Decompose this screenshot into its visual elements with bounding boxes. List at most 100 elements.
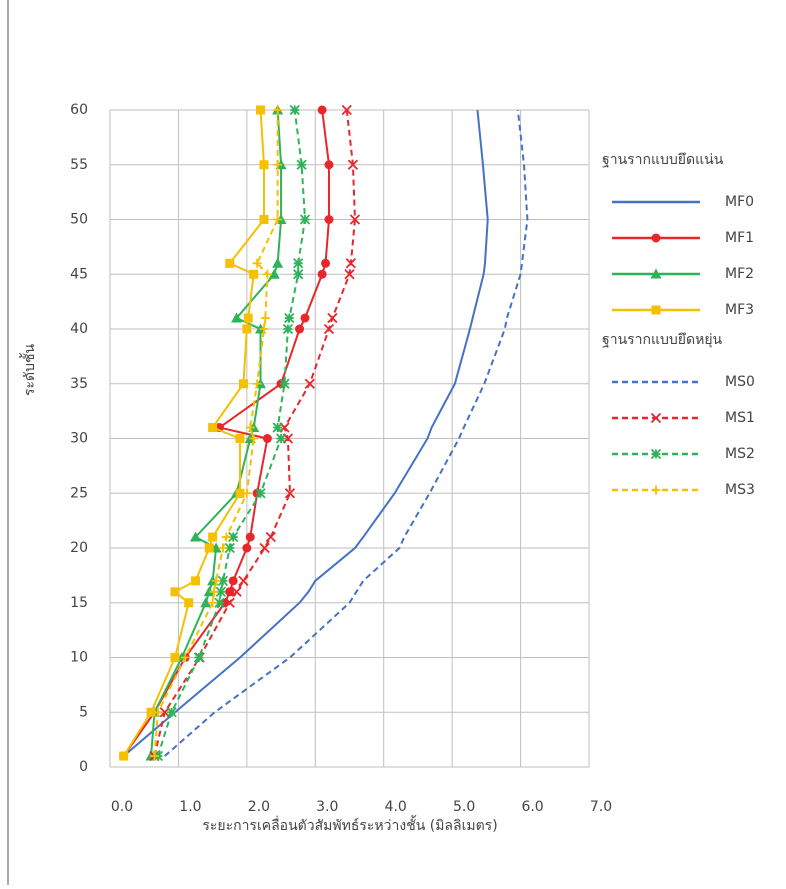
legend-label: MF0 (725, 194, 754, 210)
x-axis-label: ระยะการเคลื่อนตัวสัมพัทธ์ระหว่างชั้น (มิ… (202, 815, 497, 834)
marker (235, 488, 245, 498)
marker (256, 105, 266, 115)
y-tick-label: 50 (70, 212, 88, 228)
marker (324, 160, 334, 170)
marker (293, 269, 304, 280)
legend-label: MS1 (725, 410, 755, 426)
marker (214, 597, 225, 608)
marker (238, 575, 249, 586)
y-tick-label: 30 (70, 431, 88, 447)
marker (245, 423, 255, 433)
marker (218, 543, 228, 553)
marker (228, 531, 239, 543)
legend-label: MF1 (725, 230, 754, 246)
legend-title: ฐานรากแบบยึดแน่น (602, 152, 724, 168)
y-tick-label: 45 (70, 266, 88, 282)
marker (225, 587, 235, 597)
marker (300, 313, 310, 323)
marker (344, 269, 355, 280)
y-tick-label: 25 (70, 485, 88, 501)
marker (228, 576, 238, 586)
legend-label: MF2 (725, 266, 754, 282)
marker (284, 312, 295, 324)
legend-label: MF3 (725, 302, 754, 318)
marker (193, 652, 205, 663)
marker (238, 379, 248, 389)
marker (347, 159, 359, 170)
y-tick-label: 40 (70, 321, 88, 337)
marker (242, 324, 252, 334)
x-tick-label: 2.0 (248, 799, 270, 815)
marker (190, 531, 202, 542)
x-tick-label: 5.0 (453, 799, 475, 815)
y-tick-label: 10 (70, 650, 88, 666)
marker (265, 531, 276, 543)
marker (259, 542, 270, 554)
y-tick-label: 20 (70, 540, 88, 556)
y-tick-label: 15 (70, 595, 88, 611)
marker (299, 214, 311, 225)
y-tick-label: 5 (79, 704, 88, 720)
marker (200, 597, 212, 608)
marker (293, 258, 304, 269)
marker (252, 258, 262, 268)
marker (650, 412, 662, 424)
marker (289, 104, 300, 116)
marker (260, 313, 270, 323)
marker (272, 257, 284, 268)
marker (146, 707, 156, 717)
x-tick-label: 0.0 (111, 799, 133, 815)
x-tick-label: 7.0 (590, 799, 612, 815)
legend-title: ฐานรากแบบยึดหยุ่น (602, 332, 723, 348)
y-tick-label: 35 (70, 376, 88, 392)
x-tick-label: 4.0 (385, 799, 407, 815)
marker (650, 268, 662, 279)
marker (231, 586, 242, 597)
y-tick-label: 55 (70, 157, 88, 173)
marker (273, 160, 283, 170)
marker (345, 258, 357, 269)
y-tick-label: 60 (70, 102, 88, 118)
marker (296, 159, 307, 170)
marker (279, 378, 290, 389)
legend-label: MS2 (725, 446, 755, 462)
marker (304, 378, 315, 389)
y-tick-label: 0 (79, 759, 88, 775)
marker (242, 543, 252, 553)
marker (349, 214, 361, 225)
marker (259, 215, 269, 224)
marker (208, 598, 218, 608)
marker (211, 576, 221, 586)
legend-label: MS3 (725, 482, 755, 498)
marker (204, 543, 214, 553)
marker (324, 215, 334, 224)
marker (317, 269, 327, 279)
marker (217, 575, 229, 586)
x-tick-label: 1.0 (179, 799, 201, 815)
marker (651, 305, 661, 315)
marker (323, 323, 335, 335)
marker (317, 105, 327, 115)
marker (327, 312, 338, 324)
marker (119, 751, 129, 761)
marker (235, 434, 245, 443)
marker (208, 532, 218, 542)
marker (149, 751, 159, 761)
marker (259, 160, 269, 170)
marker (221, 532, 231, 542)
marker (275, 433, 287, 444)
marker (166, 707, 177, 718)
marker (180, 653, 190, 662)
marker (224, 597, 235, 608)
marker (282, 323, 294, 335)
marker (245, 532, 255, 542)
marker (262, 269, 272, 279)
marker (170, 653, 180, 662)
marker (249, 269, 259, 279)
marker (184, 598, 194, 608)
marker (341, 104, 352, 116)
marker (295, 324, 305, 334)
marker (273, 105, 283, 115)
marker (243, 313, 253, 323)
